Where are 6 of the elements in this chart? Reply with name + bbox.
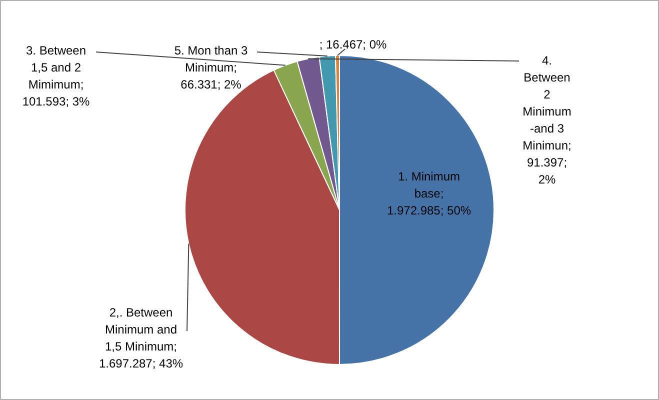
slice-label: 5. Mon than 3 Minimum; 66.331; 2%	[174, 43, 248, 92]
slice-label: 3. Between 1,5 and 2 Mimimum; 101.593; 3%	[22, 43, 90, 108]
slice-label: 4. Between 2 Minimum -and 3 Minimun; 91.397; 2%	[522, 53, 572, 186]
data-label: ; 16.467; 0%	[319, 37, 388, 52]
slice-label: 2,. Between Minimum and 1,5 Minimum; 1.697.287; 43%	[98, 305, 184, 370]
slice-label: 1. Minimum base; 1.972.985; 50%	[386, 169, 472, 218]
